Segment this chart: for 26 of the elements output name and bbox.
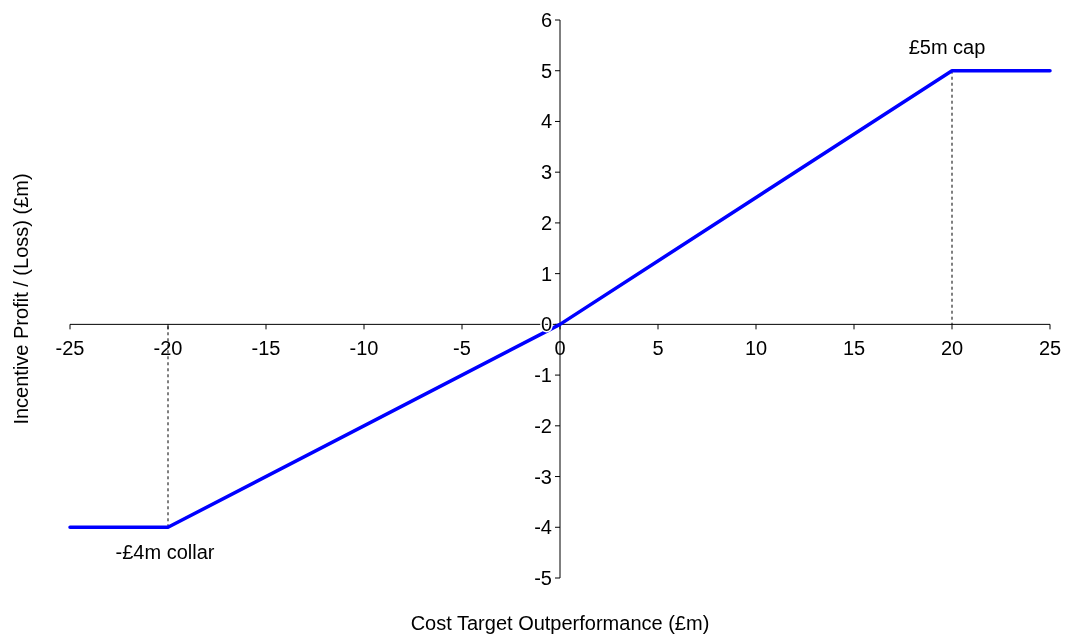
y-tick-label: -4 [534, 516, 552, 539]
y-tick-label: -1 [534, 364, 552, 387]
y-tick-label: -5 [534, 567, 552, 589]
y-tick-label: 4 [540, 110, 552, 133]
y-tick-label: -3 [534, 465, 552, 488]
y-tick-label: 3 [540, 161, 552, 184]
x-tick-label: -25 [55, 337, 85, 360]
y-tick-label: 5 [540, 59, 552, 82]
x-tick-label: -20 [153, 337, 183, 360]
x-tick-label: 15 [842, 337, 866, 360]
x-tick-label: 25 [1038, 337, 1062, 360]
x-tick-label: -15 [251, 337, 281, 360]
annotation: £5m cap [908, 35, 986, 58]
x-tick-label: 20 [940, 337, 964, 360]
x-tick-label: 5 [652, 337, 664, 360]
y-tick-label: -2 [534, 414, 552, 437]
x-axis-title: Cost Target Outperformance (£m) [410, 612, 710, 634]
x-tick-label: 0 [554, 337, 566, 360]
y-tick-label: 1 [540, 262, 552, 285]
x-tick-label: 10 [744, 337, 768, 360]
x-tick-label: -5 [453, 337, 471, 360]
y-axis-title: Incentive Profit / (Loss) (£m) [10, 173, 32, 425]
x-tick-label: -10 [349, 337, 379, 360]
y-tick-label: 6 [540, 9, 552, 31]
y-tick-label: 2 [540, 211, 552, 234]
annotation: -£4m collar [115, 541, 215, 564]
